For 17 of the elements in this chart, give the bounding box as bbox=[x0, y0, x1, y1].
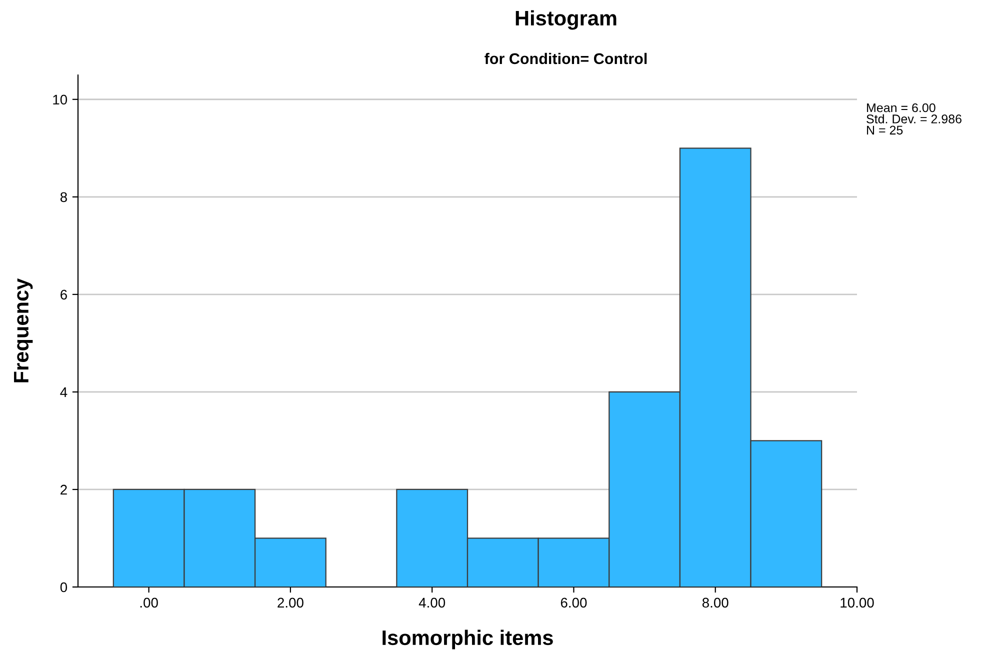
y-tick-label: 2 bbox=[60, 484, 67, 495]
x-tick-label: 2.00 bbox=[278, 598, 304, 608]
y-tick-label: 10 bbox=[53, 94, 68, 105]
text: Mean = 6.00 Std. Dev. = 2.986 N = 25 bbox=[866, 103, 962, 135]
x-tick-label: 10.00 bbox=[840, 598, 874, 608]
x-tick-label: 8.00 bbox=[702, 598, 728, 608]
x-tick-label: 6.00 bbox=[560, 598, 587, 608]
y-tick-label: 6 bbox=[60, 290, 67, 300]
x-tick-label: 4.00 bbox=[418, 598, 446, 608]
y-tick-label: 4 bbox=[60, 387, 68, 397]
x-tick-label: .00 bbox=[140, 598, 158, 608]
chart-subtitle: for Condition= Control bbox=[484, 52, 647, 64]
y-tick-label: 0 bbox=[60, 582, 68, 592]
x-axis-title: Isomorphic items bbox=[382, 630, 553, 650]
y-tick-label: 8 bbox=[60, 192, 67, 202]
y-axis-title: Frequency bbox=[14, 278, 33, 382]
chart-title: Histogram bbox=[516, 10, 616, 30]
